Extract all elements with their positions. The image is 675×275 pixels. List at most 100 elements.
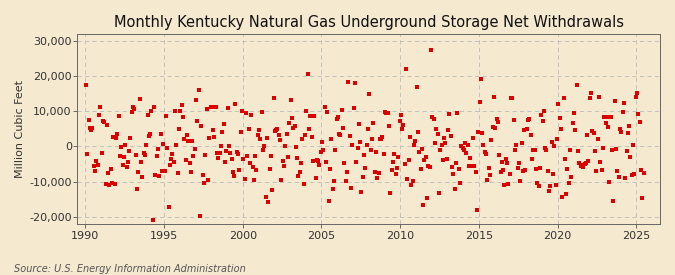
Point bbox=[229, 174, 240, 178]
Point bbox=[503, 182, 514, 186]
Point bbox=[495, 170, 506, 175]
Point bbox=[556, 127, 566, 131]
Point bbox=[126, 110, 137, 114]
Point bbox=[514, 161, 524, 165]
Point bbox=[433, 190, 444, 195]
Point bbox=[365, 148, 376, 153]
Point bbox=[546, 140, 557, 144]
Point bbox=[596, 167, 607, 172]
Point bbox=[537, 119, 548, 123]
Point bbox=[536, 113, 547, 118]
Point bbox=[603, 125, 614, 130]
Point bbox=[522, 117, 533, 122]
Point bbox=[393, 155, 404, 159]
Point bbox=[375, 137, 385, 141]
Point bbox=[547, 172, 558, 176]
Point bbox=[343, 80, 354, 84]
Point bbox=[168, 160, 179, 165]
Point bbox=[568, 110, 579, 115]
Point bbox=[470, 170, 481, 174]
Point bbox=[481, 152, 491, 156]
Point bbox=[549, 144, 560, 148]
Point bbox=[133, 170, 144, 175]
Point bbox=[410, 139, 421, 144]
Point bbox=[558, 96, 569, 100]
Point bbox=[263, 200, 273, 204]
Point bbox=[586, 91, 597, 95]
Point bbox=[618, 101, 629, 105]
Point bbox=[277, 159, 288, 163]
Point bbox=[348, 105, 359, 110]
Point bbox=[592, 137, 603, 141]
Point bbox=[486, 138, 497, 142]
Point bbox=[100, 182, 111, 186]
Point bbox=[283, 154, 294, 159]
Point bbox=[212, 151, 223, 155]
Point bbox=[491, 116, 502, 121]
Point bbox=[610, 99, 620, 103]
Point bbox=[207, 105, 217, 110]
Point bbox=[256, 110, 267, 114]
Point bbox=[306, 134, 317, 139]
Point bbox=[124, 149, 134, 153]
Point bbox=[304, 127, 315, 131]
Point bbox=[587, 129, 598, 133]
Point bbox=[379, 152, 389, 156]
Point bbox=[196, 124, 207, 128]
Point bbox=[296, 161, 306, 166]
Point bbox=[600, 121, 611, 125]
Point bbox=[551, 136, 562, 141]
Point bbox=[439, 136, 450, 140]
Point bbox=[414, 150, 425, 154]
Point bbox=[529, 147, 540, 152]
Point bbox=[507, 96, 518, 100]
Point bbox=[280, 144, 291, 148]
Point bbox=[314, 163, 325, 167]
Point bbox=[362, 127, 373, 132]
Point bbox=[166, 156, 177, 161]
Point bbox=[146, 109, 157, 113]
Point bbox=[193, 87, 204, 92]
Point bbox=[108, 135, 119, 139]
Point bbox=[175, 109, 186, 113]
Point bbox=[443, 128, 454, 133]
Point bbox=[373, 171, 384, 175]
Point bbox=[389, 152, 400, 156]
Point bbox=[483, 166, 494, 170]
Point bbox=[116, 145, 127, 149]
Point bbox=[315, 150, 326, 154]
Point bbox=[422, 196, 433, 200]
Point bbox=[251, 168, 262, 172]
Point bbox=[515, 178, 526, 183]
Point bbox=[109, 182, 120, 186]
Point bbox=[104, 183, 115, 187]
Point bbox=[497, 168, 508, 172]
Point bbox=[364, 92, 375, 97]
Point bbox=[247, 165, 258, 170]
Point bbox=[311, 158, 322, 162]
Point bbox=[557, 194, 568, 199]
Point bbox=[571, 83, 582, 87]
Point bbox=[574, 160, 585, 165]
Point bbox=[301, 109, 312, 113]
Point bbox=[290, 145, 301, 149]
Point bbox=[297, 137, 308, 141]
Point bbox=[192, 119, 202, 123]
Point bbox=[140, 153, 151, 157]
Point bbox=[167, 152, 178, 156]
Point bbox=[357, 175, 368, 180]
Point bbox=[560, 156, 570, 161]
Point bbox=[209, 134, 220, 139]
Point bbox=[162, 145, 173, 150]
Point bbox=[506, 96, 516, 100]
Point bbox=[217, 130, 227, 134]
Point bbox=[259, 144, 270, 148]
Point bbox=[112, 132, 123, 136]
Point bbox=[129, 107, 140, 112]
Point bbox=[338, 126, 348, 130]
Point bbox=[590, 149, 601, 153]
Point bbox=[487, 124, 498, 129]
Point bbox=[628, 143, 639, 147]
Point bbox=[372, 175, 383, 180]
Point bbox=[465, 156, 476, 160]
